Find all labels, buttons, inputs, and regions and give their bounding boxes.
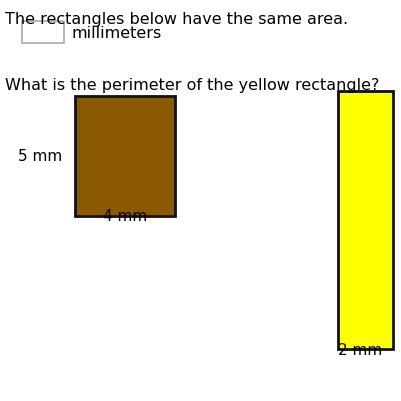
Text: 4 mm: 4 mm xyxy=(103,209,147,223)
Text: The rectangles below have the same area.: The rectangles below have the same area. xyxy=(5,12,347,27)
Text: millimeters: millimeters xyxy=(72,25,162,41)
Text: What is the perimeter of the yellow rectangle?: What is the perimeter of the yellow rect… xyxy=(5,78,379,93)
Bar xyxy=(22,22,64,44)
Bar xyxy=(337,92,392,349)
Bar xyxy=(75,97,174,217)
Text: 5 mm: 5 mm xyxy=(18,149,62,164)
Text: 2 mm: 2 mm xyxy=(337,342,381,357)
